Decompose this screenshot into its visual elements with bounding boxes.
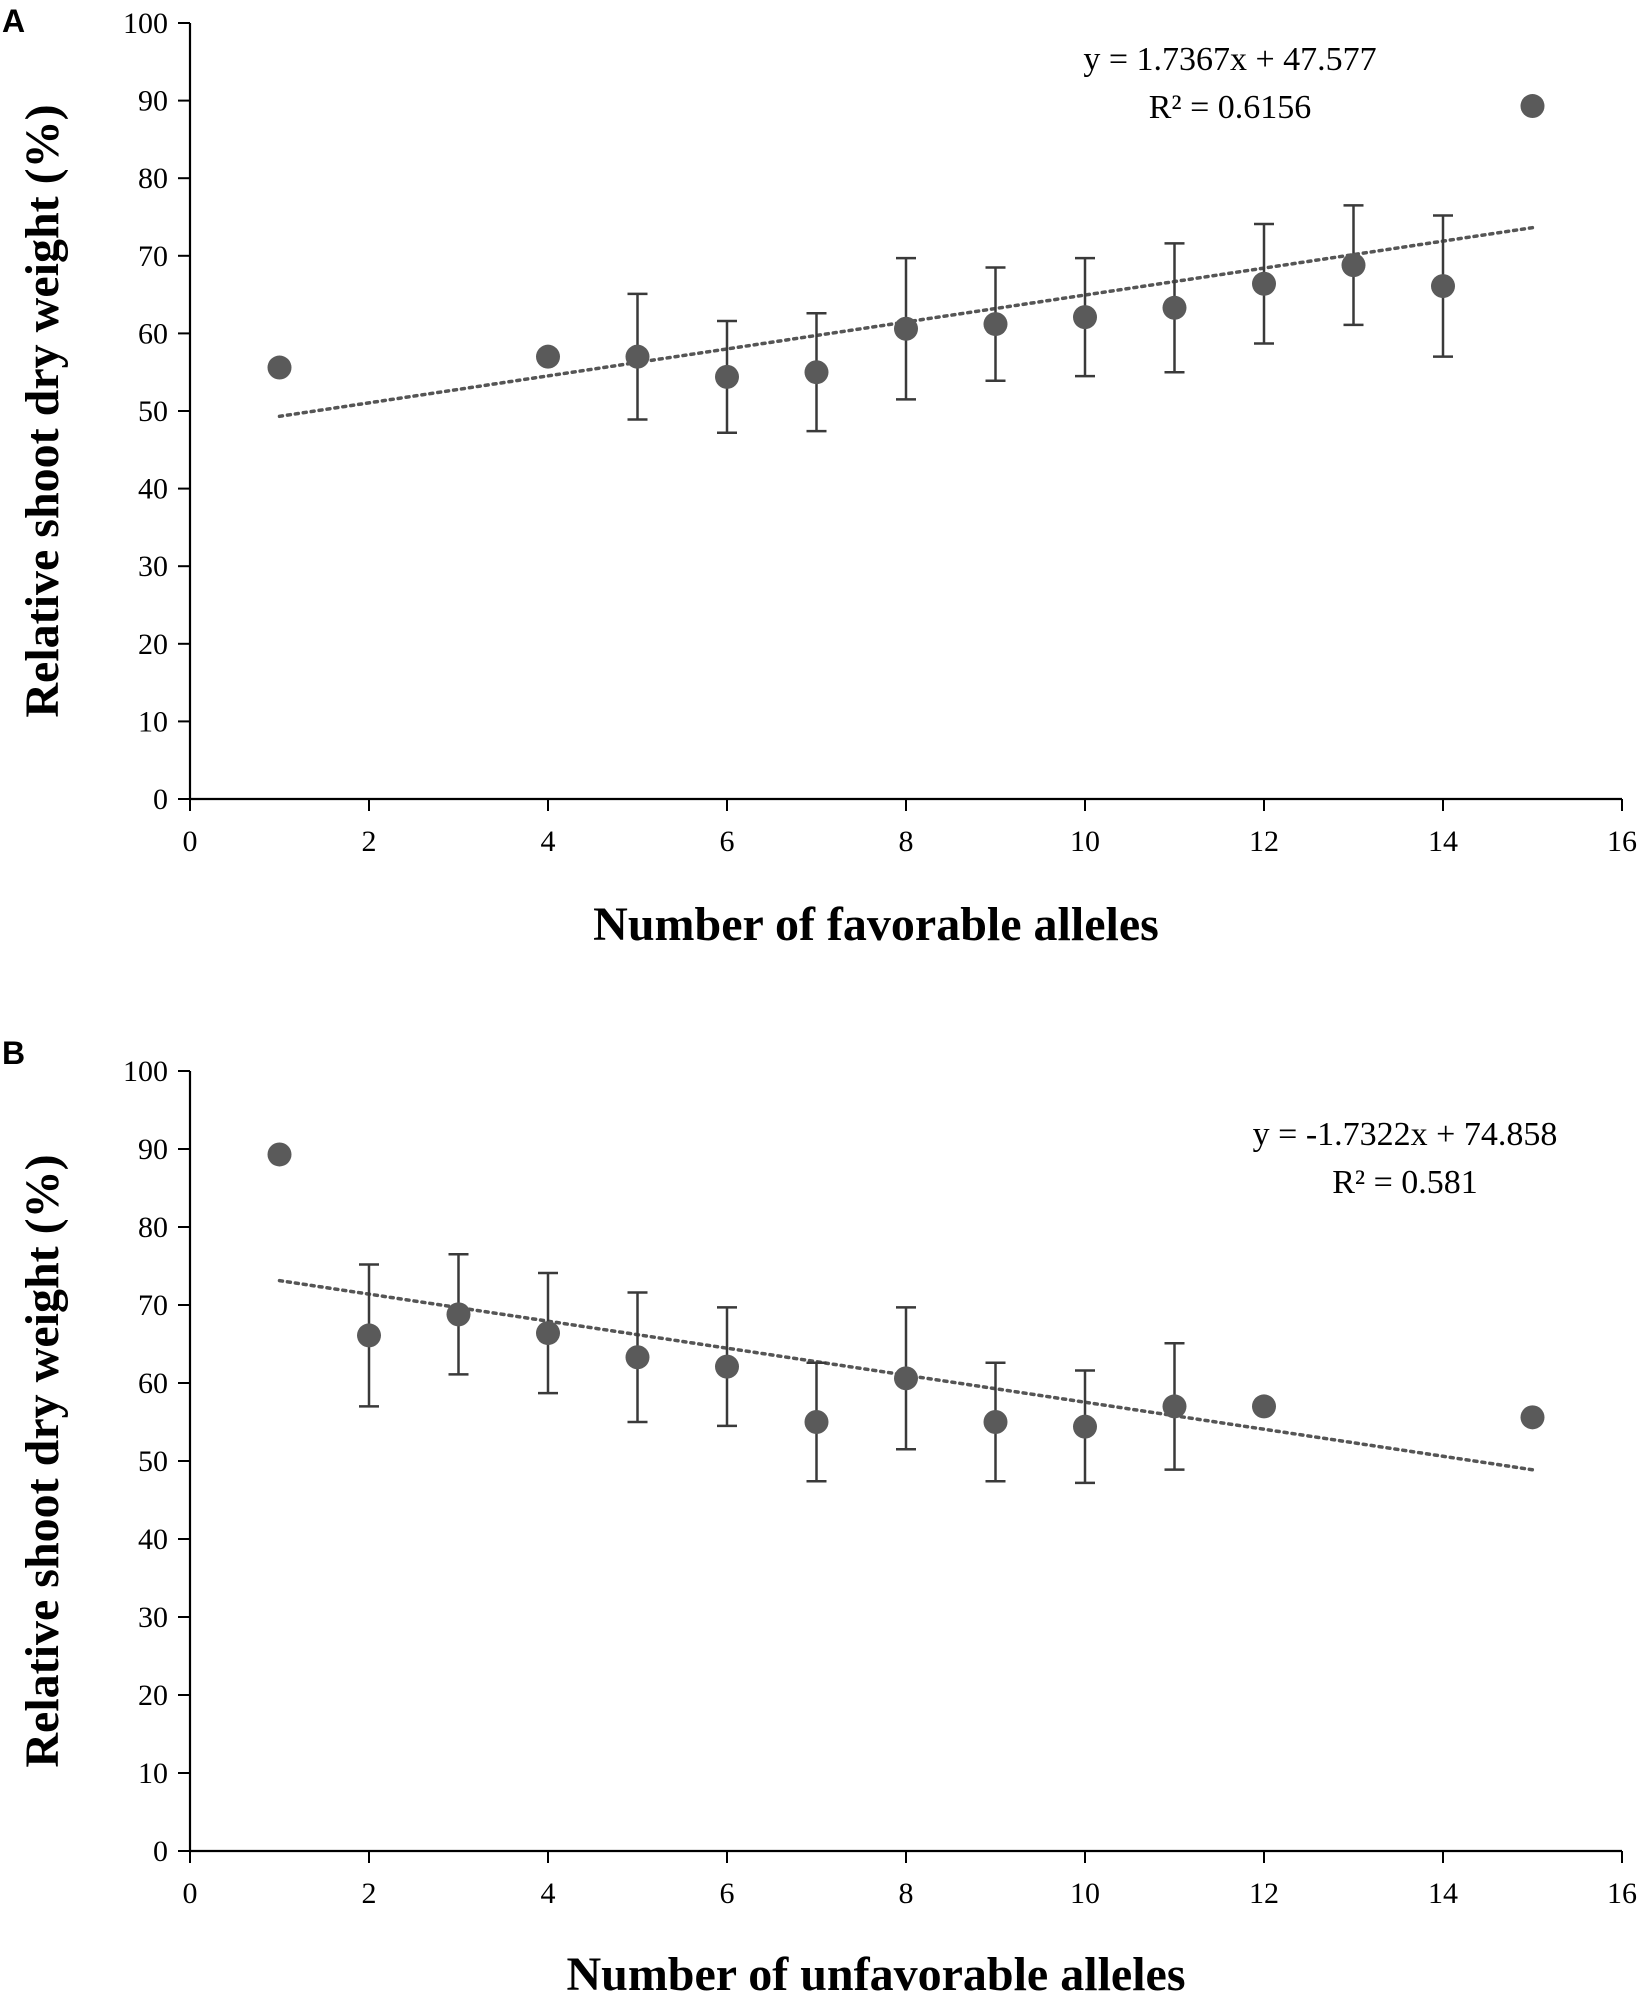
data-point xyxy=(983,312,1008,337)
x-tick-label: 10 xyxy=(1070,825,1100,858)
data-point xyxy=(536,1321,560,1346)
data-point xyxy=(715,364,739,389)
x-tick-label: 12 xyxy=(1249,825,1279,858)
y-axis-title: Relative shoot dry weight (%) xyxy=(16,104,69,717)
x-tick-label: 4 xyxy=(541,825,556,858)
panel-label: A xyxy=(2,3,25,39)
x-tick-label: 8 xyxy=(899,825,914,858)
data-point xyxy=(1341,253,1366,278)
y-tick-label: 70 xyxy=(138,1289,168,1322)
data-point xyxy=(625,1345,650,1370)
y-tick-label: 60 xyxy=(138,1367,168,1400)
r-squared-label: R² = 0.581 xyxy=(1332,1164,1478,1201)
x-tick-label: 6 xyxy=(720,1877,735,1910)
data-point xyxy=(1520,1405,1545,1430)
x-tick-label: 16 xyxy=(1607,1877,1637,1910)
x-tick-label: 14 xyxy=(1428,1877,1458,1910)
y-tick-label: 10 xyxy=(138,1757,168,1790)
y-tick-label: 80 xyxy=(138,162,168,195)
data-point xyxy=(1073,1414,1097,1439)
data-point xyxy=(983,1410,1008,1434)
y-tick-label: 10 xyxy=(138,705,168,738)
x-tick-label: 12 xyxy=(1249,1877,1279,1910)
y-tick-label: 0 xyxy=(153,1835,168,1868)
panel-b-chart: B 0 10 20 30 40 50 60 70 80 90 100 0 2 4 6 8 10 12 14 16 Numb… xyxy=(2,1035,1637,2001)
data-point xyxy=(267,1142,292,1167)
r-squared-label: R² = 0.6156 xyxy=(1149,89,1312,126)
x-tick-label: 0 xyxy=(183,1877,198,1910)
data-point xyxy=(894,1366,918,1391)
y-tick-label: 20 xyxy=(138,1679,168,1712)
y-tick-label: 40 xyxy=(138,1523,168,1556)
data-point xyxy=(267,355,292,380)
y-tick-label: 90 xyxy=(138,1133,168,1166)
x-axis-title: Number of unfavorable alleles xyxy=(566,1948,1185,2001)
x-tick-label: 0 xyxy=(183,825,198,858)
x-tick-label: 14 xyxy=(1428,825,1458,858)
y-tick-label: 30 xyxy=(138,1601,168,1634)
y-tick-label: 40 xyxy=(138,473,168,506)
y-tick-label: 100 xyxy=(123,7,168,40)
data-point xyxy=(715,1354,739,1379)
y-tick-label: 70 xyxy=(138,240,168,273)
data-point xyxy=(1520,94,1545,119)
y-tick-label: 90 xyxy=(138,85,168,118)
y-tick-label: 50 xyxy=(138,1445,168,1478)
data-point xyxy=(446,1302,471,1327)
x-tick-label: 10 xyxy=(1070,1877,1100,1910)
x-tick-label: 2 xyxy=(362,1877,377,1910)
data-point xyxy=(1162,295,1187,320)
y-tick-label: 0 xyxy=(153,783,168,816)
y-tick-label: 60 xyxy=(138,317,168,350)
panel-a-chart: A 0 10 20 30 40 50 60 70 80 90 100 0 2 4 6 8 10 12 14 16 Numb… xyxy=(2,3,1637,951)
data-point xyxy=(536,344,560,369)
y-tick-label: 80 xyxy=(138,1211,168,1244)
data-point xyxy=(357,1323,381,1348)
data-point xyxy=(894,316,918,341)
data-point xyxy=(1073,305,1097,330)
panel-label: B xyxy=(2,1035,25,1071)
data-point xyxy=(625,344,650,369)
x-tick-label: 4 xyxy=(541,1877,556,1910)
data-point xyxy=(804,1410,829,1434)
x-tick-label: 16 xyxy=(1607,825,1637,858)
x-tick-label: 8 xyxy=(899,1877,914,1910)
data-point xyxy=(1431,274,1455,299)
y-tick-label: 20 xyxy=(138,628,168,661)
y-tick-label: 30 xyxy=(138,550,168,583)
y-tick-label: 50 xyxy=(138,395,168,428)
data-point xyxy=(1252,1394,1276,1419)
x-tick-label: 2 xyxy=(362,825,377,858)
data-point xyxy=(804,360,829,385)
trendline-equation: y = -1.7322x + 74.858 xyxy=(1253,1116,1558,1153)
y-tick-label: 100 xyxy=(123,1055,168,1088)
data-point xyxy=(1162,1394,1187,1419)
trendline-equation: y = 1.7367x + 47.577 xyxy=(1083,41,1376,78)
data-point xyxy=(1252,271,1276,296)
x-axis-title: Number of favorable alleles xyxy=(593,898,1159,951)
y-axis-title: Relative shoot dry weight (%) xyxy=(16,1154,69,1767)
x-tick-label: 6 xyxy=(720,825,735,858)
